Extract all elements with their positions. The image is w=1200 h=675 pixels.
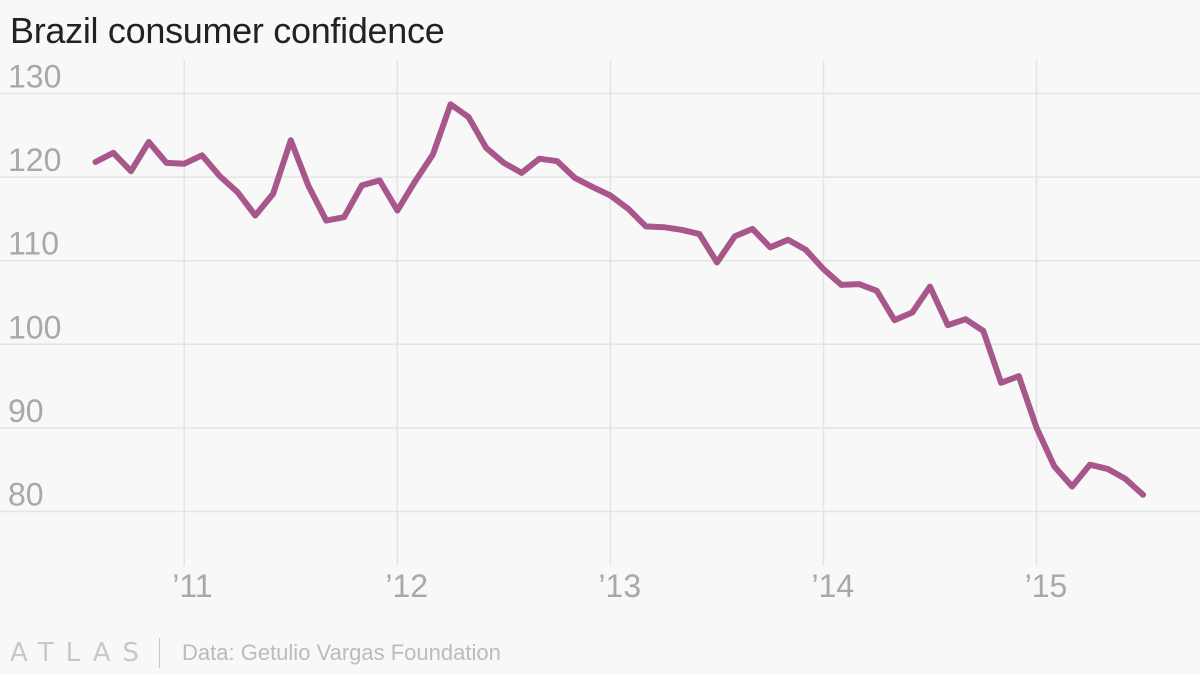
- x-axis-ticks: ’11 ’12 ’13 ’14 ’15: [172, 568, 1067, 604]
- series-group: [92, 101, 1147, 498]
- chart-title: Brazil consumer confidence: [10, 10, 445, 51]
- atlas-logo: ATLAS: [10, 638, 152, 668]
- footer-divider: [159, 638, 161, 668]
- footer: ATLAS Data: Getulio Vargas Foundation: [10, 636, 501, 670]
- data-source: Data: Getulio Vargas Foundation: [182, 640, 501, 665]
- y-axis-ticks: 130 120 110 100 90 80: [8, 58, 61, 512]
- y-tick-label: 130: [8, 58, 61, 94]
- series-line: [92, 101, 1147, 498]
- y-tick-label: 120: [8, 142, 61, 178]
- x-tick-label: ’15: [1025, 568, 1068, 604]
- line-chart: 130 120 110 100 90 80 ’11 ’12 ’13 ’14 ’15: [0, 58, 1200, 604]
- y-tick-label: 100: [8, 309, 61, 345]
- x-tick-label: ’12: [385, 568, 428, 604]
- x-tick-label: ’13: [598, 568, 641, 604]
- y-tick-label: 110: [8, 226, 59, 262]
- y-tick-label: 80: [8, 477, 44, 513]
- y-tick-label: 90: [8, 393, 44, 429]
- x-tick-label: ’11: [172, 568, 212, 604]
- gridlines: [0, 60, 1200, 566]
- x-tick-label: ’14: [812, 568, 855, 604]
